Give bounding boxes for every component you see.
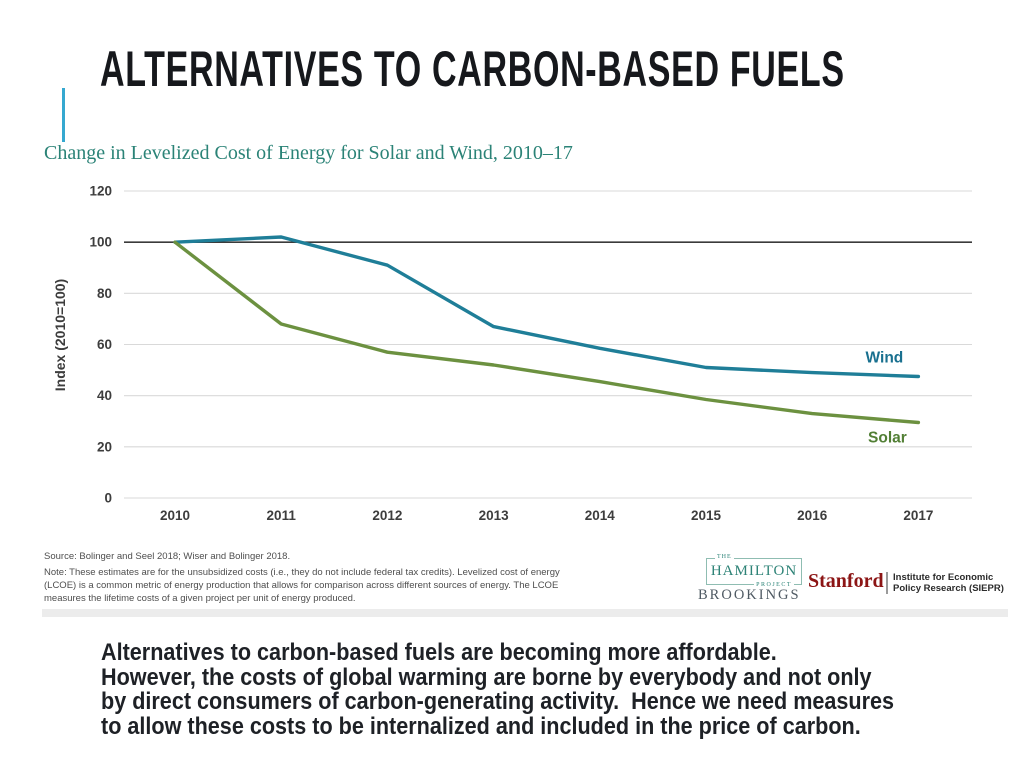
x-tick-label: 2010 — [160, 508, 190, 523]
hamilton-logo-name: HAMILTON — [710, 563, 798, 579]
chart-note-line: measures the lifetime costs of a given p… — [44, 593, 356, 604]
wind-series-label: Wind — [866, 349, 904, 366]
x-tick-label: 2012 — [372, 508, 402, 523]
x-tick-label: 2017 — [903, 508, 933, 523]
chart-bottom-strip — [42, 609, 1008, 617]
slide-body-text: Alternatives to carbon-based fuels are b… — [101, 639, 895, 740]
y-tick-label: 120 — [89, 185, 112, 199]
y-tick-label: 40 — [97, 388, 112, 403]
hamilton-project-logo: THE HAMILTON PROJECT — [706, 554, 802, 588]
body-line: by direct consumers of carbon-generating… — [101, 688, 895, 715]
solar-series-label: Solar — [868, 430, 907, 447]
y-tick-label: 60 — [97, 337, 112, 352]
gridlines — [124, 190, 972, 499]
y-tick-label: 20 — [97, 439, 112, 454]
y-tick-label: 80 — [97, 286, 112, 301]
chart-title: Change in Levelized Cost of Energy for S… — [44, 142, 573, 164]
hamilton-logo-the: THE — [715, 554, 734, 560]
solar-line — [173, 240, 921, 425]
slide-title: ALTERNATIVES TO CARBON-BASED FUELS — [100, 41, 845, 97]
chart-note-block: Note: These estimates are for the unsubs… — [44, 566, 560, 605]
x-axis-tick-labels: 2010 2011 2012 2013 2014 2015 2016 2017 — [160, 508, 933, 523]
siepr-line: Institute for Economic — [893, 572, 994, 583]
x-tick-label: 2013 — [479, 508, 510, 523]
logo-divider-line — [886, 572, 888, 594]
brookings-logo: BROOKINGS — [698, 587, 801, 603]
chart-note-line: Note: These estimates are for the unsubs… — [44, 567, 560, 578]
hamilton-logo-project: PROJECT — [754, 582, 794, 588]
siepr-logo-text: Institute for Economic Policy Research (… — [893, 572, 1004, 594]
x-tick-label: 2014 — [585, 508, 616, 523]
chart-source-line: Source: Bolinger and Seel 2018; Wiser an… — [44, 551, 291, 562]
chart-note-line: (LCOE) is a common metric of energy prod… — [44, 580, 559, 591]
wind-line — [173, 235, 921, 379]
x-tick-label: 2015 — [691, 508, 722, 523]
title-accent-line — [62, 88, 65, 142]
stanford-logo: Stanford — [808, 570, 884, 592]
body-line: However, the costs of global warming are… — [101, 663, 872, 691]
x-tick-label: 2011 — [267, 508, 297, 523]
siepr-line: Policy Research (SIEPR) — [893, 582, 1004, 594]
y-axis-tick-labels: 0 20 40 60 80 100 120 — [89, 185, 112, 505]
x-tick-label: 2016 — [797, 508, 828, 523]
series-wind: Wind — [173, 235, 921, 379]
y-tick-label: 100 — [89, 235, 112, 250]
series-solar: Solar — [173, 240, 921, 447]
body-line: Alternatives to carbon-based fuels are b… — [101, 639, 777, 666]
body-line: to allow these costs to be internalized … — [101, 712, 861, 740]
y-axis-title: Index (2010=100) — [52, 279, 68, 391]
y-tick-label: 0 — [104, 490, 112, 505]
